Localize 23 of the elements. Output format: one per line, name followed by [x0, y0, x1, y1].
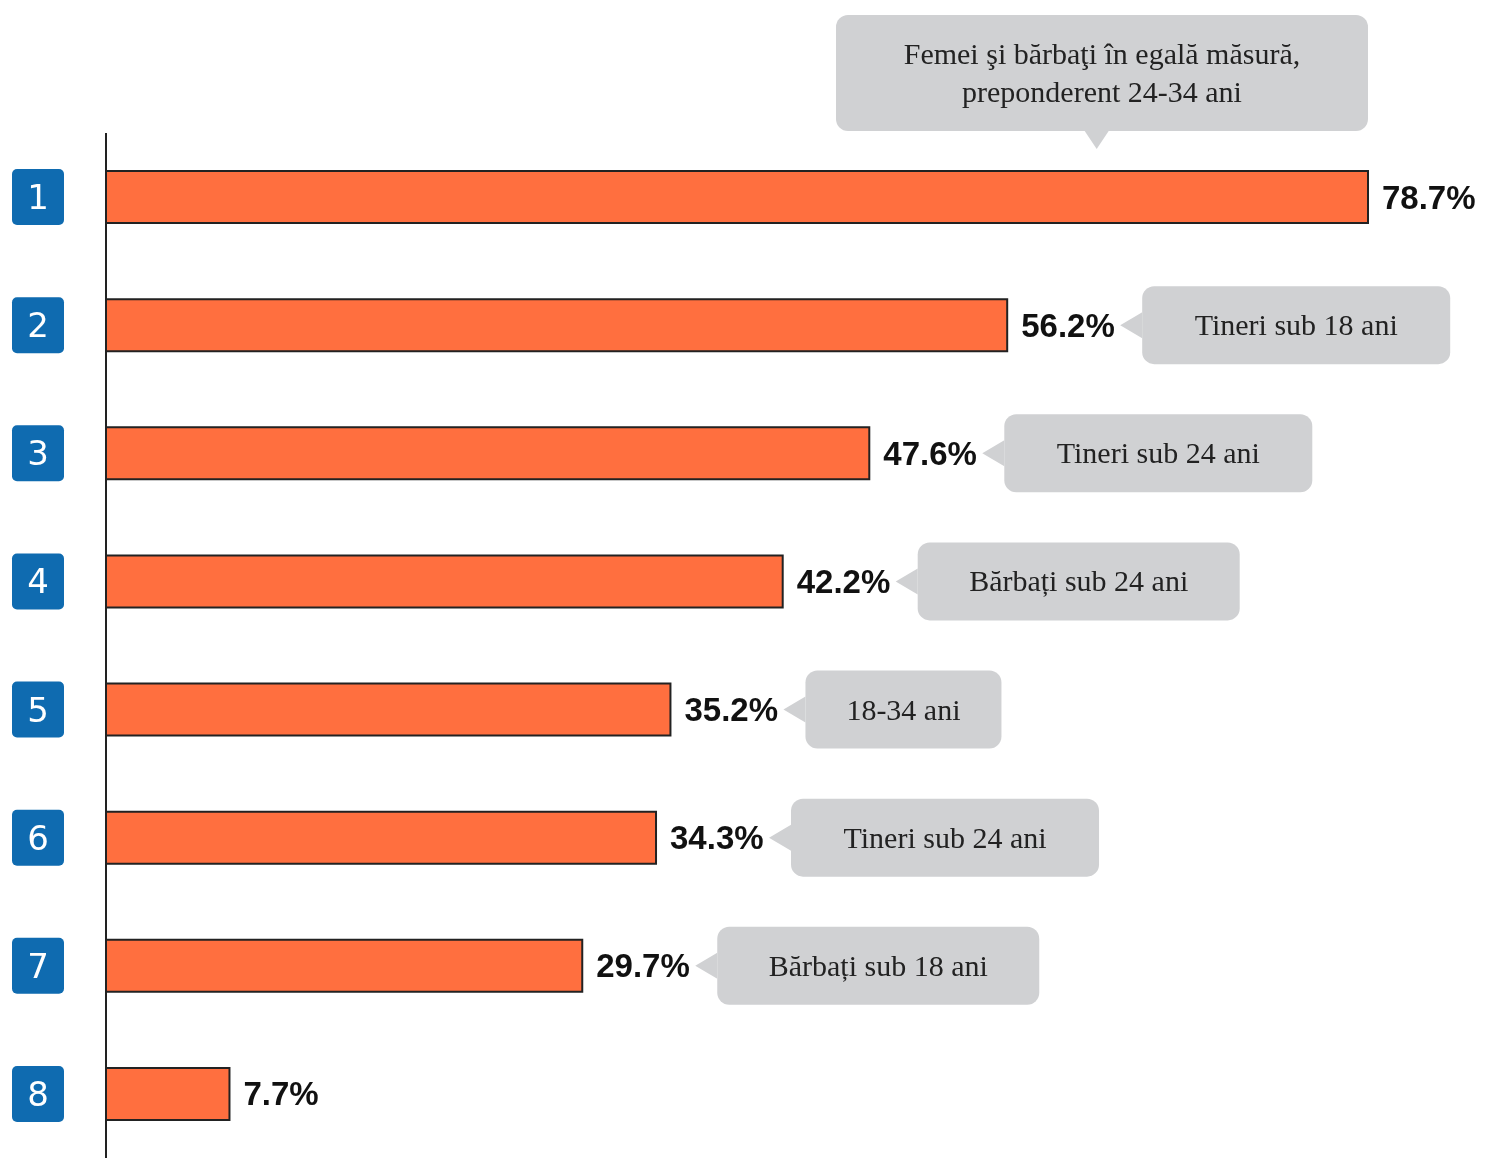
annotation: Tineri sub 24 ani: [843, 820, 1047, 854]
y-tick-label: 1: [27, 177, 49, 218]
y-tick-label: 7: [27, 945, 49, 986]
data-label: 35.2%: [684, 691, 779, 728]
data-label: 47.6%: [883, 434, 977, 472]
annotation: 18-34 ani: [846, 692, 961, 726]
annotation: Tineri sub 24 ani: [1056, 436, 1260, 470]
y-tick-label: 4: [27, 561, 49, 602]
annotation: Tineri sub 18 ani: [1194, 308, 1398, 342]
data-label: 34.3%: [670, 819, 764, 857]
y-tick-label: 8: [27, 1073, 49, 1114]
y-tick-label: 3: [27, 433, 49, 474]
text: Femei şi bărbaţi în egală măsură, preponderent 24-34 ani: [903, 37, 1301, 108]
data-label: 42.2%: [796, 562, 891, 600]
data-label: 7.7%: [243, 1075, 319, 1113]
data-label: 56.2%: [1021, 306, 1115, 344]
y-tick-label: 6: [27, 817, 49, 858]
data-label: 29.7%: [596, 947, 690, 985]
annotation: Bărbați sub 18 ani: [768, 948, 988, 982]
data-label: 78.7%: [1382, 178, 1476, 216]
y-tick-label: 2: [27, 305, 49, 346]
y-tick-label: 5: [27, 689, 49, 730]
annotation: Bărbați sub 24 ani: [969, 564, 1189, 598]
